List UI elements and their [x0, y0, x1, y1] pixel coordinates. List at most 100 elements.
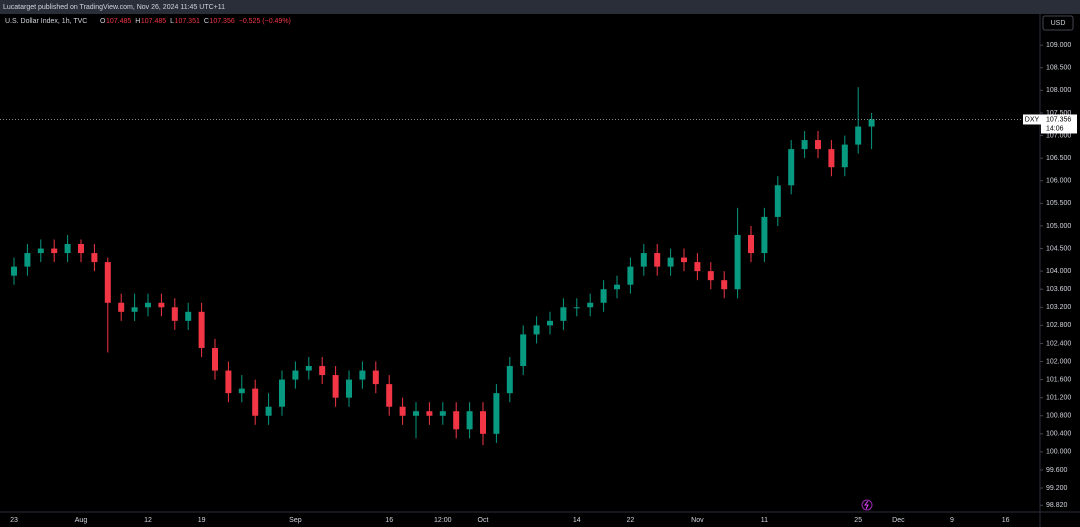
x-tick-label: Nov	[691, 517, 704, 524]
y-tick-label: 107.000	[1046, 132, 1071, 139]
candle-body	[145, 302, 151, 308]
x-tick-label: 23	[10, 517, 18, 524]
ohlc-value: 107.485	[106, 18, 131, 25]
x-tick-label: 19	[198, 517, 206, 524]
y-tick-label: 103.600	[1046, 286, 1071, 293]
candle-body	[694, 262, 701, 272]
candle-body	[399, 406, 406, 416]
candle-body	[868, 119, 875, 127]
y-tick-label: 105.500	[1046, 200, 1071, 207]
candle-body	[533, 325, 540, 335]
candle-body	[627, 266, 634, 285]
ohlc-key: H	[135, 18, 140, 25]
candle-body	[91, 253, 98, 263]
y-tick-label: 104.000	[1046, 268, 1071, 275]
price-tag	[1041, 114, 1077, 134]
candle-body	[118, 302, 125, 312]
candle-body	[506, 366, 513, 394]
publisher: Lucatarget published on TradingView.com,…	[3, 4, 225, 11]
x-tick-label: Aug	[75, 517, 88, 524]
candle-body	[573, 307, 580, 309]
candle-body	[520, 334, 527, 367]
candle-body	[332, 375, 339, 398]
y-tick-label: 99.600	[1046, 467, 1068, 474]
ticker: DXY	[1025, 116, 1040, 123]
x-tick-label: 25	[854, 517, 862, 524]
y-tick-label: 101.200	[1046, 395, 1071, 402]
candle-body	[319, 366, 326, 376]
candle-body	[761, 216, 768, 254]
candle-body	[480, 411, 486, 434]
y-tick-label: 106.500	[1046, 155, 1071, 162]
candle-body	[37, 248, 44, 254]
candle-body	[171, 307, 178, 321]
ohlc-value: 107.351	[175, 18, 200, 25]
y-tick-label: 105.000	[1046, 223, 1071, 230]
candle-body	[212, 347, 218, 371]
candle-body	[359, 370, 366, 380]
candle-body	[587, 302, 594, 308]
x-tick-label: 11	[761, 517, 768, 524]
ticker-tag	[1023, 114, 1041, 125]
publisher-bar	[0, 0, 1080, 14]
candle-body	[158, 302, 165, 308]
candle-body	[413, 411, 419, 416]
y-tick-label: 98.820	[1046, 502, 1068, 509]
candle-body	[265, 406, 272, 416]
candle-body	[774, 185, 781, 217]
candle-body	[439, 411, 446, 416]
candle-body	[238, 388, 245, 394]
candle-body	[104, 262, 111, 303]
candle-body	[547, 320, 553, 326]
header-legend: U.S. Dollar Index, 1h, TVC O 107.485 H 107.…	[5, 18, 291, 25]
candle-body	[815, 140, 821, 150]
candle-body	[185, 311, 192, 321]
candle-body	[426, 411, 433, 416]
x-tick-label: Dec	[892, 517, 905, 524]
currency[interactable]: USD	[1051, 20, 1066, 27]
y-tick-label: 102.400	[1046, 340, 1071, 347]
x-tick-label: 22	[627, 517, 635, 524]
candle-body	[64, 244, 71, 254]
candle-body	[841, 144, 848, 168]
y-tick-label: 99.200	[1046, 485, 1068, 492]
y-tick-label: 109.000	[1046, 42, 1071, 49]
candle-body	[667, 257, 674, 267]
currency-button[interactable]	[1042, 15, 1074, 31]
candle-body	[466, 411, 473, 430]
symbol: U.S. Dollar Index, 1h, TVC	[5, 18, 87, 25]
candle-body	[78, 244, 84, 254]
y-tick-label: 100.800	[1046, 413, 1071, 420]
candle-body	[198, 311, 205, 348]
candle-body	[748, 234, 754, 254]
ohlc-value: 107.485	[141, 18, 166, 25]
plot-background	[0, 14, 1080, 527]
y-tick-label: 107.500	[1046, 110, 1071, 117]
candle-body	[654, 253, 661, 267]
candle-body	[734, 234, 741, 290]
event-icon[interactable]	[861, 499, 873, 511]
candles	[11, 87, 875, 446]
candle-body	[828, 149, 835, 168]
y-tick-label: 100.000	[1046, 449, 1071, 456]
candle-body	[24, 253, 31, 267]
y-tick-label: 106.000	[1046, 178, 1071, 185]
candle-body	[225, 370, 232, 394]
candle-body	[855, 126, 862, 145]
y-tick-label: 108.500	[1046, 65, 1071, 72]
candle-body	[801, 140, 808, 150]
candle-body	[640, 253, 647, 267]
countdown: 14:06	[1046, 125, 1064, 132]
candle-body	[131, 307, 138, 312]
candle-body	[51, 248, 58, 254]
candle-body	[453, 411, 460, 430]
candle-body	[788, 149, 795, 186]
candle-body	[372, 370, 379, 385]
x-tick-label: 16	[385, 517, 393, 524]
candle-body	[386, 384, 393, 407]
candle-body	[560, 307, 567, 321]
candle-body	[305, 366, 312, 371]
change: −0.525 (−0.49%)	[239, 18, 291, 25]
